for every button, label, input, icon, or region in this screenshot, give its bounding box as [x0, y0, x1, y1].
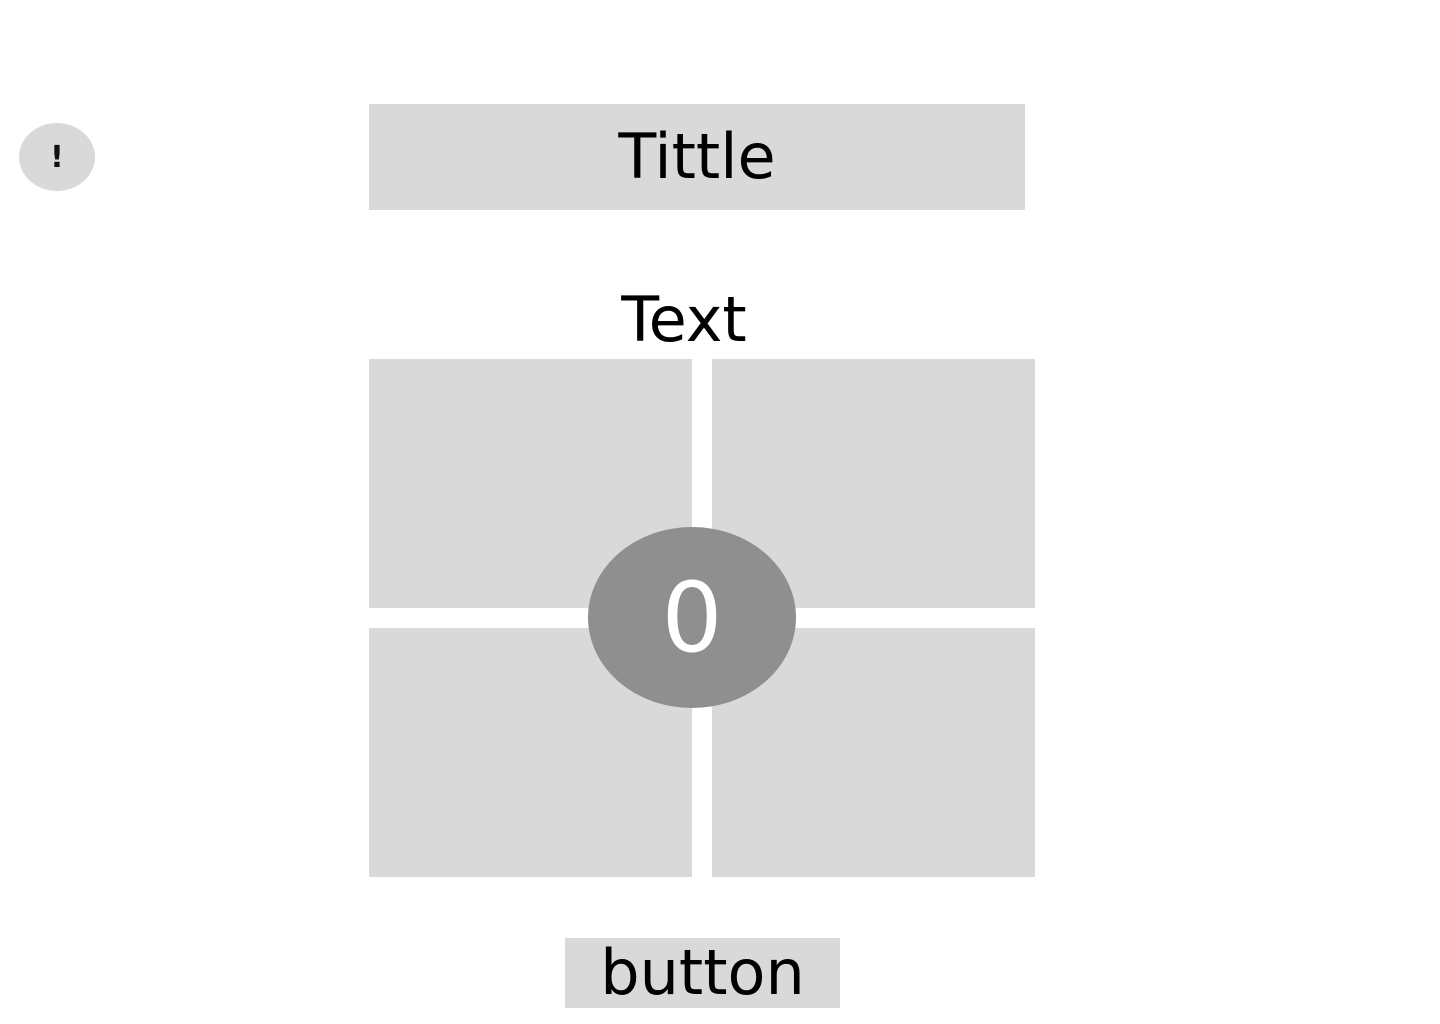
info-badge[interactable]: !	[19, 123, 95, 191]
page-title: Tittle	[618, 120, 776, 193]
counter-value: 0	[661, 561, 723, 674]
exclamation-icon: !	[50, 139, 64, 175]
action-button[interactable]: button	[565, 938, 840, 1008]
title-bar: Tittle	[369, 104, 1025, 210]
action-button-label: button	[600, 936, 805, 1009]
counter-badge: 0	[588, 527, 796, 708]
text-label: Text	[621, 283, 747, 356]
